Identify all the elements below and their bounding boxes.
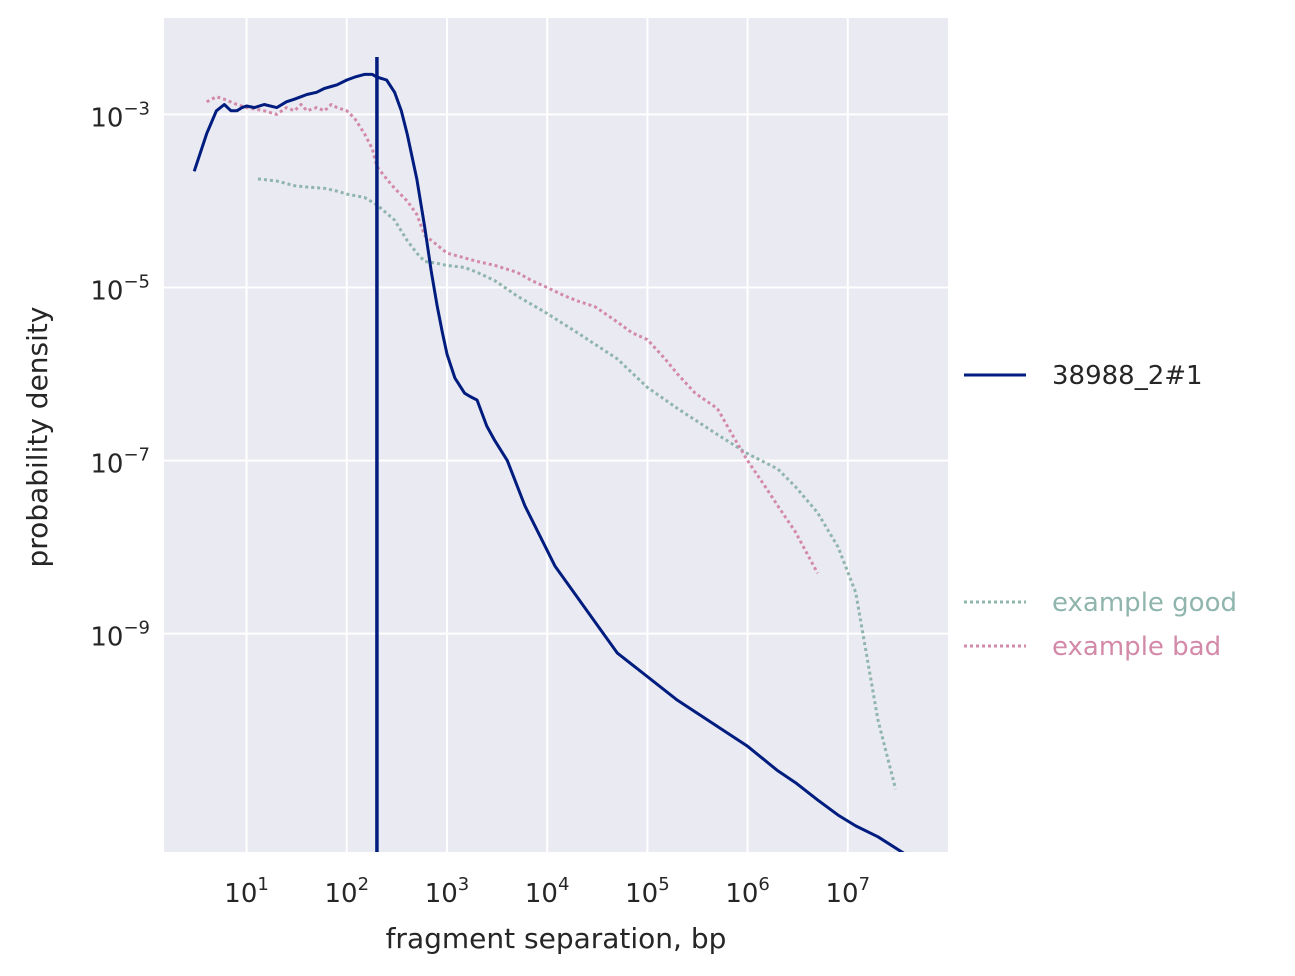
plot-background (164, 18, 948, 852)
y-tick-label: 10−5 (90, 271, 150, 306)
x-tick-label: 103 (425, 874, 470, 909)
legend-label: 38988_2#1 (1052, 361, 1203, 391)
x-tick-label: 101 (224, 874, 269, 909)
x-tick-label: 104 (525, 874, 570, 909)
x-ticks: 101 102 103 104 105 106 107 (224, 874, 870, 909)
legend-entry: 38988_2#1 (964, 361, 1203, 391)
y-tick-label: 10−3 (90, 98, 150, 133)
x-axis-label: fragment separation, bp (386, 922, 727, 955)
grid (164, 18, 948, 852)
y-tick-label: 10−9 (90, 618, 150, 653)
series-layer (192, 72, 905, 852)
series-line-38988-2-1 (192, 72, 905, 852)
x-tick-label: 106 (725, 874, 770, 909)
y-ticks: 10−3 10−5 10−7 10−9 (90, 98, 150, 652)
x-tick-label: 105 (625, 874, 670, 909)
legend-label: example good (1052, 588, 1237, 618)
x-tick-label: 102 (324, 874, 369, 909)
y-tick-label: 10−7 (90, 445, 150, 480)
x-tick-label: 107 (826, 874, 871, 909)
y-axis-label: probability density (21, 307, 54, 568)
legend-entry: example good (964, 588, 1237, 618)
legend-label: example bad (1052, 632, 1221, 662)
legend-entry: example bad (964, 632, 1221, 662)
